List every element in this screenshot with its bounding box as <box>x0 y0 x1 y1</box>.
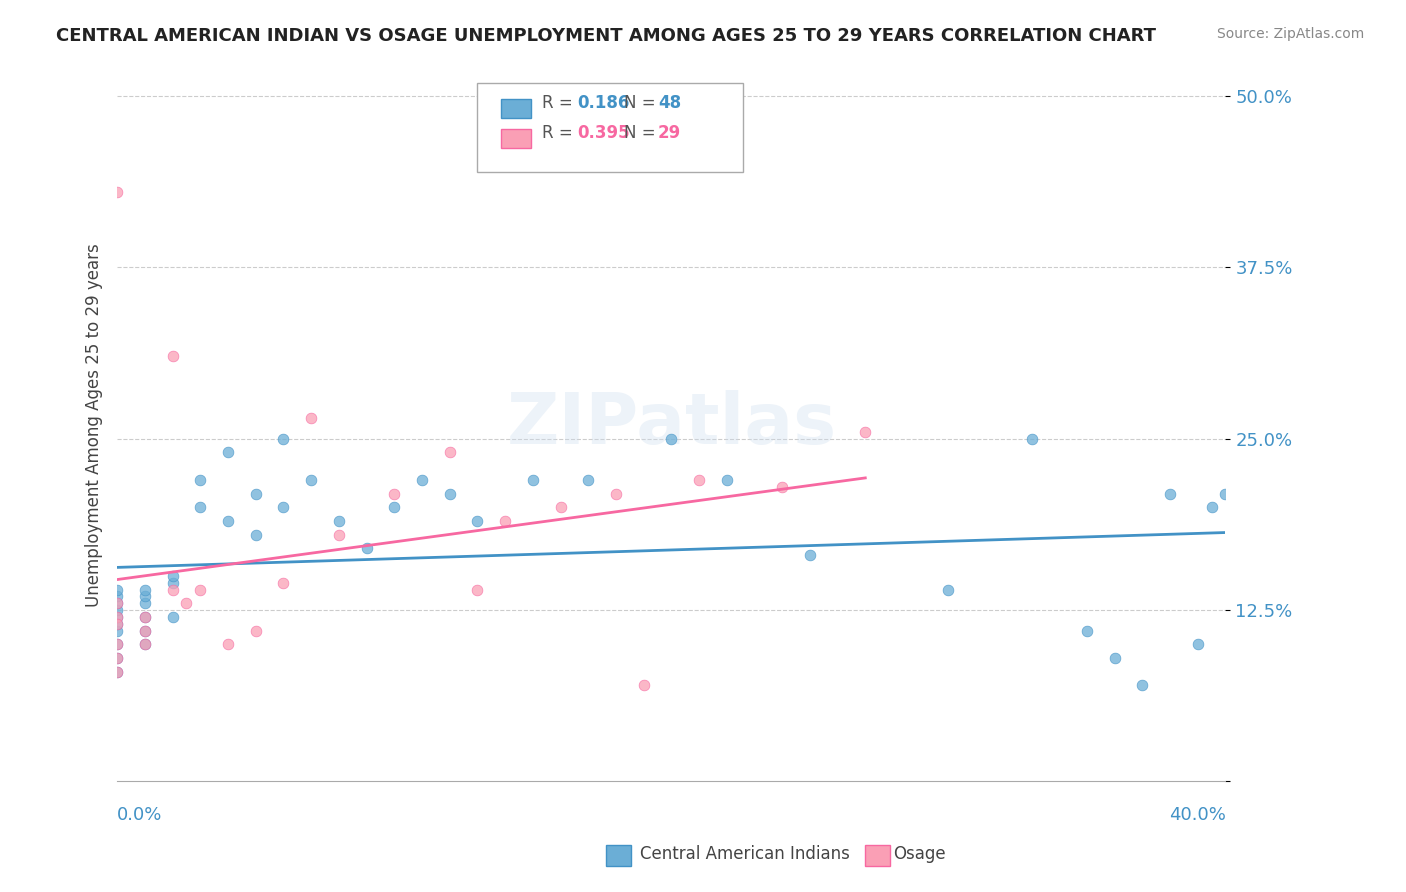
Y-axis label: Unemployment Among Ages 25 to 29 years: Unemployment Among Ages 25 to 29 years <box>86 244 103 607</box>
Point <box>134 624 156 638</box>
Text: ZIPatlas: ZIPatlas <box>506 391 837 459</box>
Text: 0.0%: 0.0% <box>117 806 163 824</box>
Point <box>162 610 184 624</box>
Point <box>162 350 184 364</box>
Text: CENTRAL AMERICAN INDIAN VS OSAGE UNEMPLOYMENT AMONG AGES 25 TO 29 YEARS CORRELAT: CENTRAL AMERICAN INDIAN VS OSAGE UNEMPLO… <box>56 27 1156 45</box>
Point <box>576 473 599 487</box>
Point <box>382 486 405 500</box>
Point <box>1076 624 1098 638</box>
Point <box>105 185 128 199</box>
Point <box>245 527 267 541</box>
Point <box>105 665 128 679</box>
Point <box>105 603 128 617</box>
Point <box>245 624 267 638</box>
Point <box>522 473 544 487</box>
Text: R =: R = <box>541 124 578 143</box>
Point <box>1104 651 1126 665</box>
Point <box>1201 500 1223 515</box>
Point <box>188 582 211 597</box>
Point <box>134 637 156 651</box>
Point <box>162 575 184 590</box>
Point <box>105 665 128 679</box>
Text: Source: ZipAtlas.com: Source: ZipAtlas.com <box>1216 27 1364 41</box>
Text: N =: N = <box>624 95 661 112</box>
Point <box>659 432 682 446</box>
Point <box>105 582 128 597</box>
Point <box>716 473 738 487</box>
Point <box>853 425 876 439</box>
Point <box>688 473 710 487</box>
Point <box>938 582 960 597</box>
Point <box>382 500 405 515</box>
Point <box>467 582 489 597</box>
Point <box>188 500 211 515</box>
Point <box>439 486 461 500</box>
Point <box>105 651 128 665</box>
Point <box>134 610 156 624</box>
Text: Osage: Osage <box>893 846 945 863</box>
Text: Central American Indians: Central American Indians <box>640 846 849 863</box>
Text: R =: R = <box>541 95 578 112</box>
Point <box>134 637 156 651</box>
Point <box>134 624 156 638</box>
Point <box>217 445 239 459</box>
Point <box>439 445 461 459</box>
Point <box>134 590 156 604</box>
Point <box>1187 637 1209 651</box>
Text: N =: N = <box>624 124 661 143</box>
Point <box>799 548 821 562</box>
Point <box>217 514 239 528</box>
Point <box>105 596 128 610</box>
Point <box>188 473 211 487</box>
Point <box>299 473 322 487</box>
Text: 48: 48 <box>658 95 681 112</box>
Point <box>105 637 128 651</box>
Point <box>105 651 128 665</box>
Point <box>105 616 128 631</box>
Point <box>605 486 627 500</box>
Point <box>1021 432 1043 446</box>
FancyBboxPatch shape <box>501 129 530 148</box>
Point <box>770 480 793 494</box>
Point <box>105 624 128 638</box>
Point <box>105 596 128 610</box>
Point <box>217 637 239 651</box>
Point <box>467 514 489 528</box>
Point <box>1130 678 1153 692</box>
Point <box>299 411 322 425</box>
Point <box>105 590 128 604</box>
Point <box>494 514 516 528</box>
Point <box>105 610 128 624</box>
Text: 40.0%: 40.0% <box>1168 806 1226 824</box>
Point <box>105 637 128 651</box>
Point <box>162 569 184 583</box>
Point <box>328 514 350 528</box>
Text: 0.186: 0.186 <box>576 95 630 112</box>
Point <box>134 596 156 610</box>
Point <box>245 486 267 500</box>
Point <box>273 500 295 515</box>
Point <box>356 541 378 556</box>
FancyBboxPatch shape <box>478 83 744 172</box>
Point <box>162 582 184 597</box>
Point <box>1159 486 1181 500</box>
Point <box>328 527 350 541</box>
Point <box>134 582 156 597</box>
Text: 29: 29 <box>658 124 682 143</box>
FancyBboxPatch shape <box>501 99 530 118</box>
Point <box>105 616 128 631</box>
Point <box>550 500 572 515</box>
Text: 0.395: 0.395 <box>576 124 630 143</box>
Point <box>1215 486 1237 500</box>
Point <box>134 610 156 624</box>
Point <box>273 575 295 590</box>
Point <box>105 610 128 624</box>
Point <box>411 473 433 487</box>
Point <box>273 432 295 446</box>
Point <box>633 678 655 692</box>
Point <box>176 596 198 610</box>
